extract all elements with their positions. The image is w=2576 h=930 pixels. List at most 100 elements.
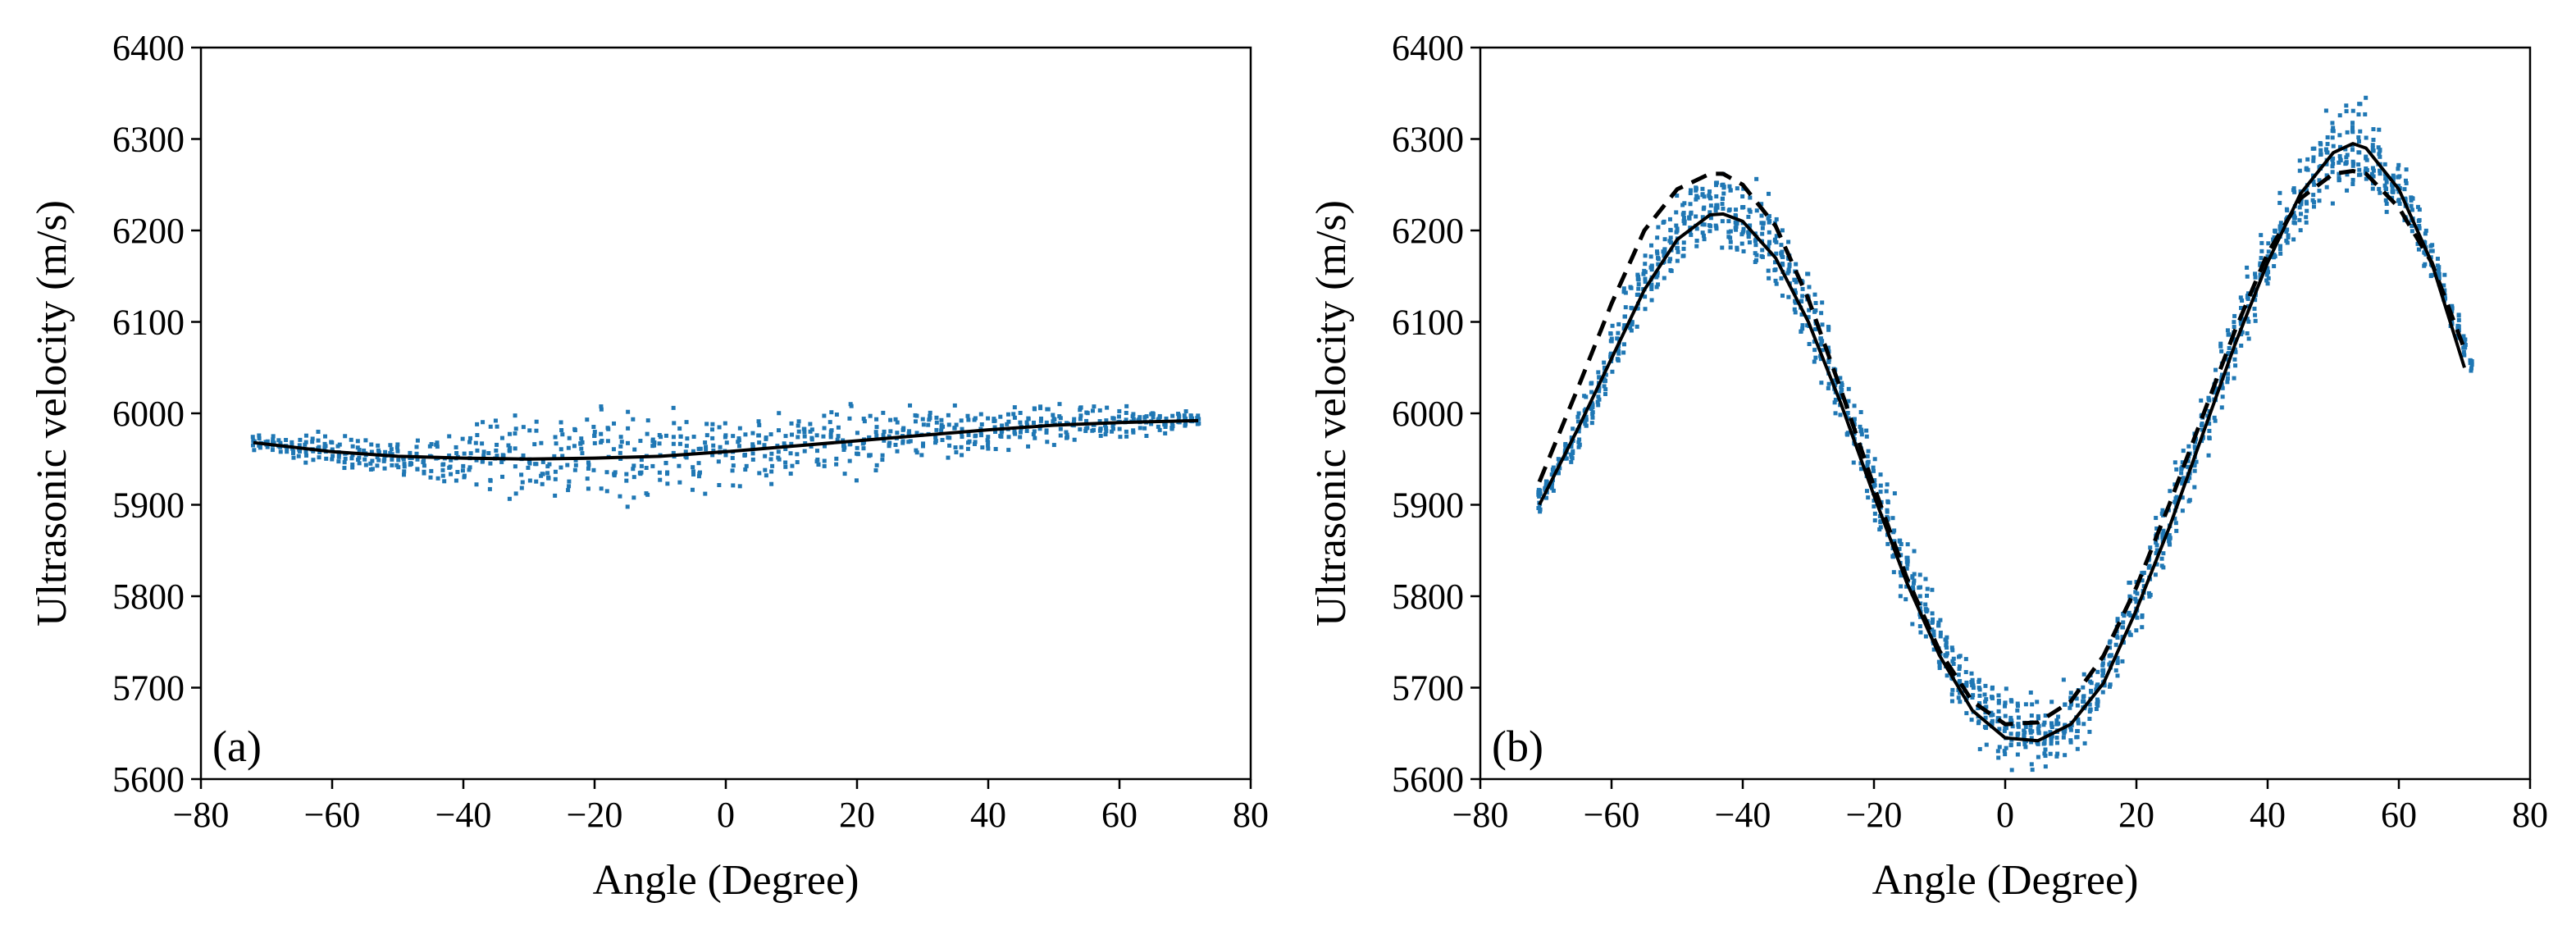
scatter-point [2364, 154, 2369, 159]
scatter-point [2252, 306, 2257, 311]
scatter-point [2304, 220, 2309, 225]
scatter-point [1603, 387, 1608, 392]
scatter-point [527, 478, 532, 483]
scatter-point [1956, 654, 1961, 659]
scatter-point [2417, 207, 2422, 212]
scatter-point [322, 445, 327, 450]
scatter-point [2094, 706, 2099, 711]
scatter-point [2109, 660, 2113, 665]
scatter-point [979, 422, 984, 426]
scatter-point [2259, 248, 2264, 253]
scatter-point [730, 468, 735, 473]
scatter-point [2410, 223, 2414, 228]
scatter-point [731, 483, 736, 488]
scatter-point [2382, 183, 2387, 188]
scatter-point [848, 441, 853, 446]
scatter-point [2008, 732, 2013, 736]
scatter-point [1000, 428, 1005, 433]
scatter-point [540, 472, 545, 476]
scatter-point [1674, 210, 1679, 215]
scatter-point [1057, 421, 1062, 426]
scatter-point [2042, 751, 2047, 756]
scatter-point [862, 419, 867, 424]
scatter-point [567, 479, 572, 484]
scatter-point [1912, 578, 1917, 583]
scatter-point [2179, 466, 2184, 471]
scatter-point [1956, 695, 1961, 700]
scatter-point [1700, 186, 1705, 191]
scatter-point [671, 405, 676, 410]
scatter-point [1714, 203, 1719, 207]
scatter-point [855, 431, 859, 435]
scatter-point [1923, 634, 1928, 639]
scatter-point [677, 426, 682, 431]
scatter-point [1747, 207, 1752, 212]
scatter-point [1681, 215, 1686, 220]
scatter-point [743, 467, 748, 472]
scatter-point [1005, 412, 1010, 417]
scatter-point [1812, 292, 1817, 297]
scatter-point [808, 429, 813, 434]
scatter-point [2134, 628, 2139, 633]
scatter-point [376, 458, 381, 463]
scatter-point [1609, 339, 1614, 344]
scatter-point [1635, 306, 1640, 311]
scatter-point [2199, 398, 2204, 403]
scatter-point [2463, 337, 2468, 342]
scatter-point [1083, 428, 1088, 433]
scatter-point [1923, 607, 1928, 612]
scatter-point [1038, 416, 1043, 421]
scatter-point [1977, 693, 1982, 698]
scatter-point [2390, 181, 2395, 186]
scatter-point [1944, 653, 1949, 658]
scatter-point [2173, 460, 2177, 465]
scatter-point [2121, 620, 2126, 625]
scatter-point [2075, 746, 2080, 751]
scatter-point [1642, 268, 1647, 273]
scatter-point [796, 423, 800, 428]
scatter-point [1727, 184, 1732, 189]
scatter-point [2304, 166, 2309, 171]
scatter-point [802, 426, 807, 431]
scatter-point [1728, 235, 1733, 240]
scatter-point [2023, 724, 2028, 729]
scatter-point [2383, 186, 2388, 191]
scatter-point [1905, 542, 1910, 547]
scatter-point [1661, 249, 1666, 254]
scatter-point [1575, 419, 1580, 424]
scatter-point [1629, 305, 1634, 310]
scatter-point [2186, 458, 2191, 463]
scatter-point [1760, 231, 1765, 236]
scatter-point [389, 447, 394, 452]
scatter-point [2469, 366, 2473, 371]
scatter-point [375, 463, 380, 468]
scatter-point [1996, 755, 2001, 760]
scatter-point [1635, 324, 1639, 329]
scatter-point [532, 442, 537, 447]
scatter-point [440, 473, 445, 478]
scatter-point [978, 433, 983, 438]
scatter-point [394, 463, 399, 467]
scatter-point [1983, 715, 1988, 720]
scatter-point [284, 437, 289, 442]
scatter-point [1090, 408, 1095, 413]
scatter-point [1760, 254, 1765, 259]
scatter-point [652, 443, 657, 448]
y-tick-label: 5600 [112, 759, 185, 800]
scatter-point [2272, 253, 2277, 258]
scatter-point [1051, 443, 1056, 448]
scatter-point [343, 456, 348, 461]
scatter-point [519, 486, 524, 490]
scatter-point [559, 420, 563, 425]
scatter-point [612, 472, 617, 476]
x-tick-label: 0 [1996, 795, 2014, 835]
scatter-point [1569, 454, 1574, 459]
scatter-point [1603, 367, 1607, 372]
scatter-point [874, 417, 879, 422]
scatter-point [1918, 630, 1923, 635]
scatter-point [2291, 213, 2296, 218]
scatter-point [1826, 327, 1831, 332]
scatter-point [993, 429, 998, 434]
scatter-point [1656, 282, 1661, 287]
scatter-point [2291, 188, 2296, 193]
